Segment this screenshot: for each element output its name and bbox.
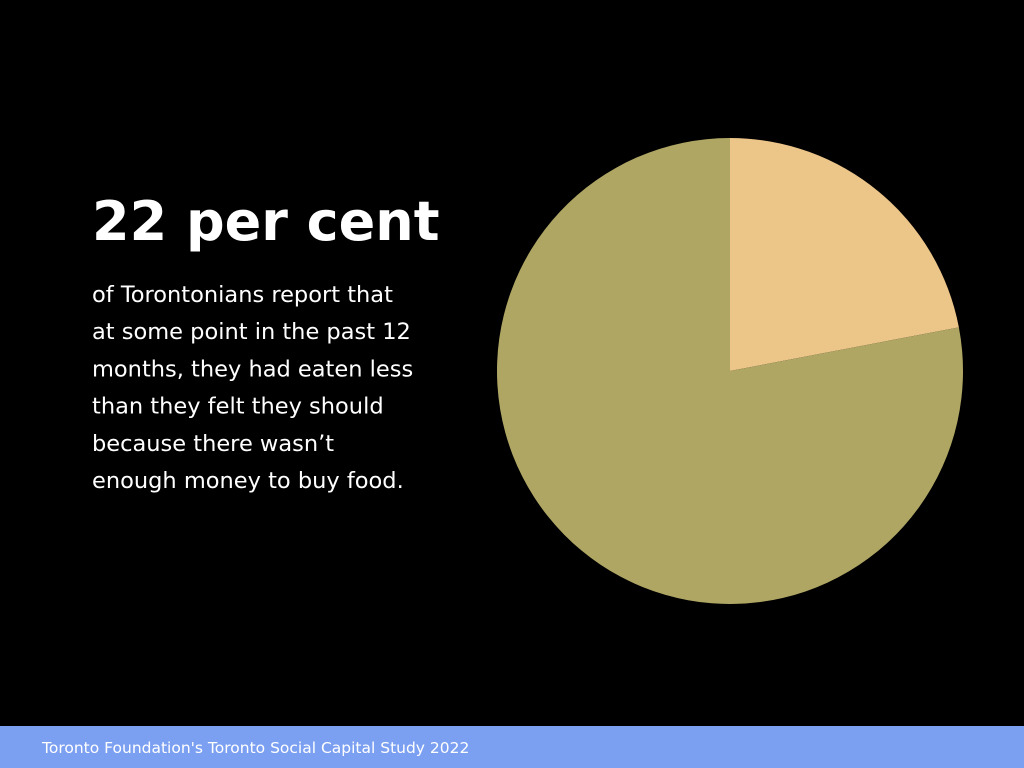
description-line: than they felt they should [92,394,384,420]
description-line: at some point in the past 12 [92,319,411,345]
description-line: enough money to buy food. [92,468,404,494]
description-line: of Torontonians report that [92,282,393,308]
description-line: because there wasn’t [92,431,334,457]
footer-bar [0,726,1024,768]
pie-slice [496,138,963,604]
description-line: months, they had eaten less [92,356,413,382]
headline: 22 per cent [92,190,440,253]
description: of Torontonians report that at some point… [92,282,413,494]
source: Toronto Foundation's Toronto Social Capi… [41,739,469,757]
pie-slice [730,138,959,371]
pie-chart [496,138,963,604]
